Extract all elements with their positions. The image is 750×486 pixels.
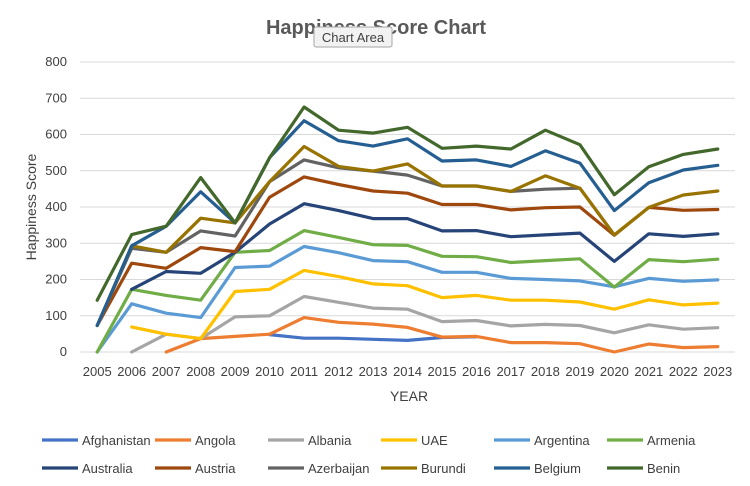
x-tick-label: 2018 bbox=[531, 364, 560, 379]
x-tick-label: 2020 bbox=[600, 364, 629, 379]
x-tick-label: 2011 bbox=[290, 364, 318, 379]
y-axis-label: Happiness Score bbox=[23, 153, 39, 260]
x-tick-label: 2019 bbox=[565, 364, 594, 379]
x-axis-label: YEAR bbox=[390, 388, 428, 404]
x-tick-label: 2023 bbox=[703, 364, 732, 379]
y-tick-label: 400 bbox=[45, 199, 67, 214]
x-tick-label: 2007 bbox=[152, 364, 181, 379]
legend-label: Angola bbox=[195, 433, 236, 448]
y-tick-label: 800 bbox=[45, 54, 67, 69]
chart-area-tooltip: Chart Area bbox=[313, 26, 393, 48]
y-tick-label: 600 bbox=[45, 127, 67, 142]
tooltip-label: Chart Area bbox=[322, 30, 385, 45]
legend-item[interactable]: Austria bbox=[155, 461, 236, 476]
x-tick-label: 2016 bbox=[462, 364, 491, 379]
legend-item[interactable]: Benin bbox=[607, 461, 680, 476]
y-tick-label: 200 bbox=[45, 272, 67, 287]
series-line-benin[interactable] bbox=[95, 105, 720, 302]
legend-label: Argentina bbox=[534, 433, 590, 448]
series-lines bbox=[95, 105, 720, 354]
x-tick-label: 2022 bbox=[669, 364, 698, 379]
x-tick-label: 2015 bbox=[428, 364, 457, 379]
series-line-armenia[interactable] bbox=[95, 229, 720, 354]
legend-label: Albania bbox=[308, 433, 352, 448]
x-tick-label: 2009 bbox=[221, 364, 250, 379]
legend-label: Azerbaijan bbox=[308, 461, 369, 476]
x-tick-label: 2010 bbox=[255, 364, 284, 379]
x-tick-label: 2006 bbox=[117, 364, 146, 379]
legend-label: Benin bbox=[647, 461, 680, 476]
legend-item[interactable]: UAE bbox=[381, 433, 448, 448]
series-line-albania[interactable] bbox=[130, 294, 720, 354]
legend-item[interactable]: Burundi bbox=[381, 461, 466, 476]
series-line-burundi[interactable] bbox=[95, 144, 720, 328]
series-line-australia[interactable] bbox=[130, 202, 720, 291]
gridlines bbox=[80, 61, 735, 353]
x-tick-label: 2014 bbox=[393, 364, 422, 379]
x-tick-label: 2013 bbox=[359, 364, 388, 379]
legend-item[interactable]: Angola bbox=[155, 433, 236, 448]
x-tick-label: 2008 bbox=[186, 364, 215, 379]
legend-label: Austria bbox=[195, 461, 236, 476]
x-tick-labels: 2005 2006 2007 2008 2009 2010 2011 2012 2013 2014… bbox=[83, 364, 732, 379]
legend-label: UAE bbox=[421, 433, 448, 448]
y-tick-labels: 0 100 200 300 400 500 600 700 800 bbox=[45, 54, 67, 359]
legend-label: Australia bbox=[82, 461, 133, 476]
y-tick-label: 300 bbox=[45, 235, 67, 250]
series-line-angola[interactable] bbox=[164, 316, 720, 354]
y-tick-label: 100 bbox=[45, 308, 67, 323]
y-tick-label: 500 bbox=[45, 163, 67, 178]
legend-item[interactable]: Albania bbox=[268, 433, 352, 448]
y-tick-label: 0 bbox=[60, 344, 67, 359]
legend-label: Burundi bbox=[421, 461, 466, 476]
legend-label: Belgium bbox=[534, 461, 581, 476]
x-tick-label: 2017 bbox=[496, 364, 525, 379]
legend-item[interactable]: Australia bbox=[42, 461, 133, 476]
series-line-uae[interactable] bbox=[130, 268, 720, 341]
legend-item[interactable]: Belgium bbox=[494, 461, 581, 476]
legend-label: Armenia bbox=[647, 433, 696, 448]
x-tick-label: 2012 bbox=[324, 364, 353, 379]
series-line-belgium[interactable] bbox=[95, 119, 720, 328]
legend-label: Afghanistan bbox=[82, 433, 151, 448]
legend-item[interactable]: Argentina bbox=[494, 433, 590, 448]
legend-item[interactable]: Azerbaijan bbox=[268, 461, 369, 476]
legend-item[interactable]: Armenia bbox=[607, 433, 696, 448]
y-tick-label: 700 bbox=[45, 90, 67, 105]
x-tick-label: 2005 bbox=[83, 364, 112, 379]
x-tick-label: 2021 bbox=[634, 364, 663, 379]
legend: Afghanistan Angola Albania UAE Argentina Arme… bbox=[42, 433, 696, 476]
legend-item[interactable]: Afghanistan bbox=[42, 433, 151, 448]
